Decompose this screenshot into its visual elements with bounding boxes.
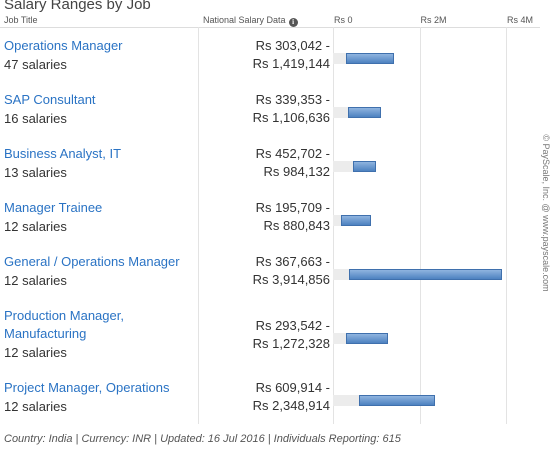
salary-low: Rs 293,542 - (255, 318, 330, 333)
salary-low: Rs 367,663 - (255, 254, 330, 269)
salary-high: Rs 1,106,636 (252, 110, 330, 125)
salary-range-bar[interactable] (359, 395, 435, 406)
salary-low: Rs 195,709 - (255, 200, 330, 215)
range-track (333, 107, 351, 118)
salary-range-bar[interactable] (345, 333, 389, 344)
job-title-link[interactable]: Manufacturing (4, 326, 87, 341)
range-track (333, 395, 363, 406)
salary-count: 12 salaries (4, 399, 67, 414)
job-title-link[interactable]: Business Analyst, IT (4, 146, 122, 161)
salary-low: Rs 452,702 - (255, 146, 330, 161)
salary-count: 12 salaries (4, 273, 67, 288)
job-title-link[interactable]: Operations Manager (4, 38, 123, 53)
salary-count: 13 salaries (4, 165, 67, 180)
salary-high: Rs 1,419,144 (252, 56, 330, 71)
national-salary-header: National Salary Data i (203, 15, 298, 27)
job-title-header: Job Title (4, 15, 38, 25)
salary-low: Rs 609,914 - (255, 380, 330, 395)
salary-range-bar[interactable] (352, 161, 376, 172)
national-salary-header-label: National Salary Data (203, 15, 286, 25)
salary-range-bar[interactable] (346, 53, 395, 64)
tick-label: Rs 4M (507, 15, 534, 25)
range-track (333, 269, 352, 280)
gridline (419, 27, 421, 424)
salary-range-bar[interactable] (347, 107, 381, 118)
tick-label: Rs 2M (420, 15, 447, 25)
column-divider (198, 27, 199, 424)
range-track (333, 215, 345, 226)
salary-high: Rs 3,914,856 (252, 272, 330, 287)
salary-high: Rs 880,843 (263, 218, 331, 233)
range-track (333, 53, 350, 64)
salary-range-bar[interactable] (341, 215, 372, 226)
job-title-link[interactable]: SAP Consultant (4, 92, 96, 107)
salary-high: Rs 1,272,328 (252, 336, 330, 351)
tick-label: Rs 0 (334, 15, 353, 25)
salary-range-bar[interactable] (348, 269, 503, 280)
salary-count: 12 salaries (4, 345, 67, 360)
salary-low: Rs 303,042 - (255, 38, 330, 53)
job-title-link[interactable]: General / Operations Manager (4, 254, 180, 269)
range-track (333, 161, 356, 172)
header-divider (0, 27, 540, 28)
salary-high: Rs 984,132 (263, 164, 331, 179)
gridline (506, 27, 507, 424)
job-title-link[interactable]: Project Manager, Operations (4, 380, 170, 395)
salary-count: 12 salaries (4, 219, 67, 234)
job-title-link[interactable]: Production Manager, (4, 308, 124, 323)
info-icon[interactable]: i (288, 18, 298, 27)
salary-low: Rs 339,353 - (255, 92, 330, 107)
footer-meta: Country: India | Currency: INR | Updated… (4, 433, 401, 445)
payscale-credit: © PayScale, Inc. @ www.payscale.com (541, 134, 551, 292)
job-title-link[interactable]: Manager Trainee (4, 200, 103, 215)
chart-title: Salary Ranges by Job (4, 0, 151, 13)
range-track (333, 333, 349, 344)
salary-count: 16 salaries (4, 111, 67, 126)
salary-count: 47 salaries (4, 57, 67, 72)
salary-high: Rs 2,348,914 (252, 398, 330, 413)
